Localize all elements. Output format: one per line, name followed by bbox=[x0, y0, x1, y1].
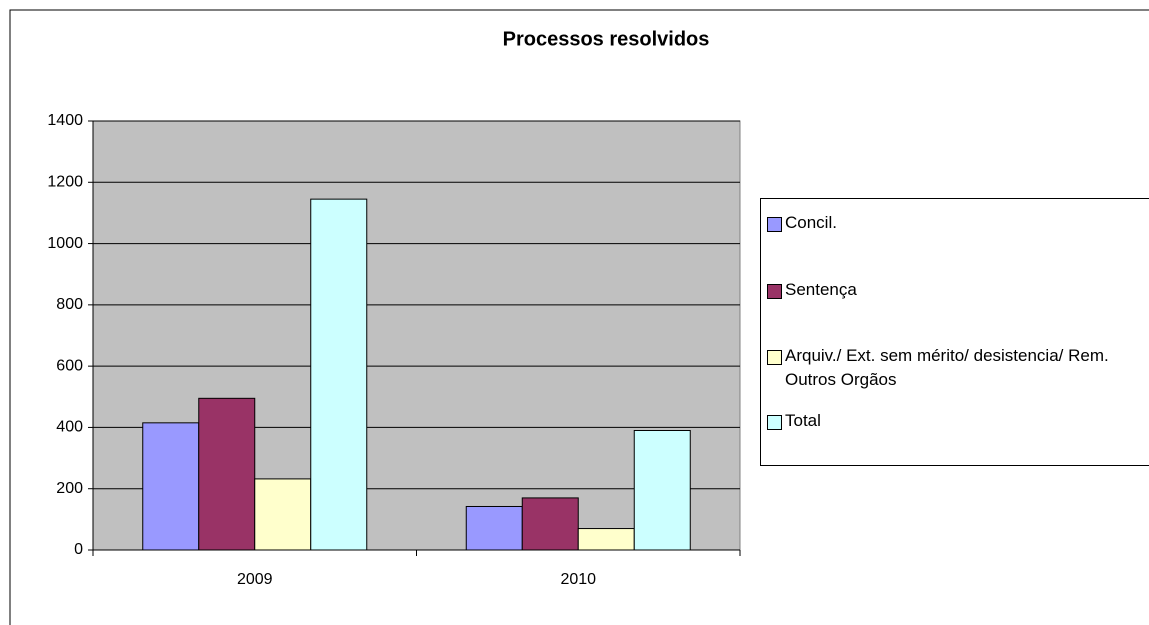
legend-item: Total bbox=[767, 409, 1147, 433]
y-tick-label: 1400 bbox=[47, 112, 83, 129]
bar bbox=[633, 429, 691, 551]
bar bbox=[254, 478, 312, 551]
y-tick-label: 200 bbox=[56, 480, 83, 497]
legend-label: Total bbox=[785, 411, 821, 430]
y-tick-label: 1200 bbox=[47, 174, 83, 191]
x-tick-label: 2010 bbox=[560, 571, 596, 588]
bar bbox=[142, 422, 200, 551]
legend-label: Sentença bbox=[785, 280, 857, 299]
legend-swatch bbox=[767, 217, 782, 232]
bar bbox=[465, 505, 523, 551]
legend-label: Concil. bbox=[785, 213, 837, 232]
legend-item: Concil. bbox=[767, 211, 1147, 235]
y-tick-label: 0 bbox=[74, 541, 83, 558]
legend: Concil. Sentença Arquiv./ Ext. sem mérito/… bbox=[760, 198, 1149, 466]
legend-item: Arquiv./ Ext. sem mérito/ desistencia/ R… bbox=[767, 344, 1147, 392]
bar bbox=[198, 397, 256, 551]
bar bbox=[577, 528, 635, 551]
x-tick-label: 2009 bbox=[237, 571, 273, 588]
legend-swatch bbox=[767, 415, 782, 430]
legend-item: Sentença bbox=[767, 278, 1147, 302]
chart-title: Processos resolvidos bbox=[503, 28, 710, 50]
y-tick-label: 1000 bbox=[47, 235, 83, 252]
y-tick-label: 400 bbox=[56, 419, 83, 436]
y-tick-label: 600 bbox=[56, 357, 83, 374]
bar bbox=[521, 497, 579, 551]
bar bbox=[310, 198, 368, 551]
legend-label: Arquiv./ Ext. sem mérito/ desistencia/ R… bbox=[785, 346, 1109, 389]
legend-swatch bbox=[767, 350, 782, 365]
y-tick-label: 800 bbox=[56, 296, 83, 313]
legend-swatch bbox=[767, 284, 782, 299]
